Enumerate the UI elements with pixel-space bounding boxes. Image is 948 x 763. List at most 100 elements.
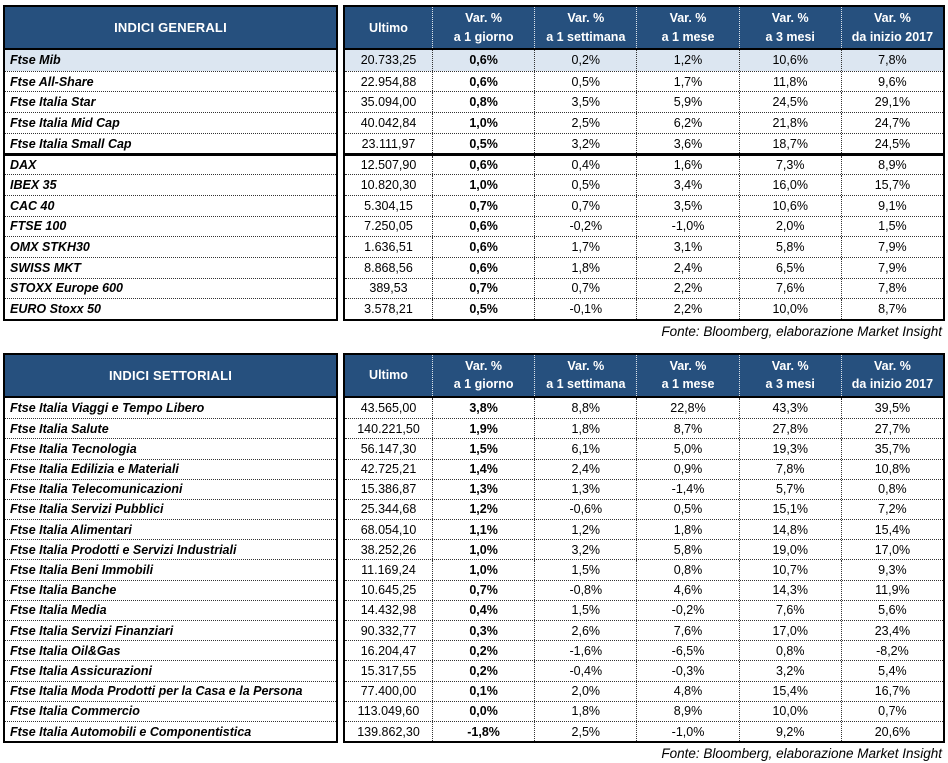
ultimo-value: 56.147,30: [360, 441, 417, 456]
var-value: -0,4%: [534, 661, 636, 681]
index-values-row: 140.221,50 1,9% 1,8% 8,7% 27,8% 27,7%: [345, 418, 943, 439]
index-values-row: 139.862,30 -1,8% 2,5% -1,0% 9,2% 20,6%: [345, 720, 943, 742]
var-value: 7,8%: [738, 459, 841, 479]
ultimo-value: 1.636,51: [364, 240, 413, 255]
var-value: 5,6%: [840, 600, 943, 620]
var-value: 0,7%: [840, 701, 943, 721]
var-value: 2,0%: [534, 681, 636, 701]
var-value: 1,5%: [534, 600, 636, 620]
var-value: 24,5%: [840, 133, 943, 154]
var-value: 5,9%: [636, 92, 738, 113]
index-name: OMX STKH30: [5, 236, 336, 257]
column-header-var-1-giorno: Var. % a 1 giorno: [432, 7, 534, 48]
var-value: 3,5%: [636, 195, 738, 216]
var-value: 11,9%: [840, 580, 943, 600]
var-header-line2: a 1 settimana: [546, 377, 626, 392]
ultimo-value: 43.565,00: [360, 401, 417, 416]
index-name: Ftse Italia Servizi Pubblici: [5, 498, 336, 519]
var-value: 0,5%: [432, 299, 534, 319]
index-name: EURO Stoxx 50: [5, 298, 336, 319]
index-name: Ftse Mib: [5, 50, 336, 71]
var-value: 2,2%: [636, 278, 738, 299]
var-value: 1,5%: [840, 216, 943, 237]
index-values-block: Ultimo Var. % a 1 giorno Var. % a 1 sett…: [343, 352, 945, 744]
var-value: 0,5%: [636, 499, 738, 520]
index-name: Ftse Italia Small Cap: [5, 132, 336, 154]
index-name: Ftse Italia Star: [5, 91, 336, 112]
ultimo-value: 38.252,26: [360, 542, 417, 557]
index-values-row: 22.954,88 0,6% 0,5% 1,7% 11,8% 9,6%: [345, 70, 943, 92]
index-values-row: 35.094,00 0,8% 3,5% 5,9% 24,5% 29,1%: [345, 91, 943, 113]
var-value: 17,0%: [738, 621, 841, 641]
section-spacer: [3, 340, 945, 353]
index-values-row: 389,53 0,7% 0,7% 2,2% 7,6% 7,8%: [345, 277, 943, 299]
var-value: -8,2%: [840, 641, 943, 661]
index-name: Ftse Italia Edilizia e Materiali: [5, 458, 336, 479]
var-value: 27,8%: [738, 419, 841, 439]
var-value: 24,5%: [738, 92, 841, 113]
var-value: 6,1%: [534, 439, 636, 459]
column-headers: Ultimo Var. % a 1 giorno Var. % a 1 sett…: [345, 7, 943, 50]
var-value: 10,0%: [738, 299, 841, 319]
index-values-row: 1.636,51 0,6% 1,7% 3,1% 5,8% 7,9%: [345, 236, 943, 257]
index-values-row: 12.507,90 0,6% 0,4% 1,6% 7,3% 8,9%: [345, 153, 943, 175]
var-value: 7,8%: [840, 50, 943, 71]
index-values-row: 15.386,87 1,3% 1,3% -1,4% 5,7% 0,8%: [345, 478, 943, 499]
var-value: 7,6%: [738, 278, 841, 299]
var-value: 0,2%: [432, 661, 534, 681]
var-value: -1,8%: [432, 721, 534, 742]
var-value: 0,4%: [432, 600, 534, 620]
var-value: 22,8%: [636, 397, 738, 419]
var-value: 16,7%: [840, 681, 943, 701]
var-value: 0,3%: [432, 621, 534, 641]
index-name: SWISS MKT: [5, 256, 336, 278]
var-value: -1,6%: [534, 641, 636, 661]
var-value: 0,8%: [840, 479, 943, 499]
var-value: 15,4%: [840, 520, 943, 540]
ultimo-value: 10.645,25: [360, 583, 417, 598]
var-value: 3,6%: [636, 133, 738, 154]
var-value: 0,5%: [534, 175, 636, 195]
var-value: 1,8%: [534, 257, 636, 278]
var-header-line2: a 3 mesi: [765, 29, 815, 44]
index-values-row: 3.578,21 0,5% -0,1% 2,2% 10,0% 8,7%: [345, 298, 943, 319]
var-value: 35,7%: [840, 439, 943, 459]
var-value: 3,2%: [534, 540, 636, 560]
index-values-row: 42.725,21 1,4% 2,4% 0,9% 7,8% 10,8%: [345, 458, 943, 479]
var-value: -1,0%: [636, 721, 738, 742]
ultimo-value: 14.432,98: [360, 603, 417, 618]
var-value: 15,1%: [738, 499, 841, 520]
column-header-var-1-mese: Var. % a 1 mese: [636, 7, 738, 48]
var-value: 39,5%: [840, 397, 943, 419]
column-header-var-1-mese: Var. % a 1 mese: [636, 354, 738, 396]
ultimo-value: 16.204,47: [360, 643, 417, 658]
var-value: 19,3%: [738, 439, 841, 459]
column-header-var-1-giorno: Var. % a 1 giorno: [432, 354, 534, 396]
index-values-row: 7.250,05 0,6% -0,2% -1,0% 2,0% 1,5%: [345, 215, 943, 237]
var-value: 0,8%: [636, 560, 738, 580]
var-value: 1,2%: [636, 50, 738, 71]
var-value: 0,1%: [432, 681, 534, 701]
index-values-row: 56.147,30 1,5% 6,1% 5,0% 19,3% 35,7%: [345, 438, 943, 459]
source-note: Fonte: Bloomberg, elaborazione Market In…: [661, 746, 942, 762]
var-value: 16,0%: [738, 175, 841, 195]
var-value: 0,4%: [534, 156, 636, 175]
ultimo-value: 140.221,50: [357, 421, 420, 436]
var-value: 0,6%: [432, 257, 534, 278]
ultimo-value: 77.400,00: [360, 684, 417, 699]
var-value: 15,4%: [738, 681, 841, 701]
index-values-row: 90.332,77 0,3% 2,6% 7,6% 17,0% 23,4%: [345, 620, 943, 641]
var-value: 5,7%: [738, 479, 841, 499]
index-values-row: 77.400,00 0,1% 2,0% 4,8% 15,4% 16,7%: [345, 680, 943, 701]
var-value: 19,0%: [738, 540, 841, 560]
var-value: 1,2%: [534, 520, 636, 540]
var-value: 17,0%: [840, 540, 943, 560]
index-values-rows: 20.733,25 0,6% 0,2% 1,2% 10,6% 7,8% 22.954,88 0…: [345, 50, 943, 319]
var-value: -0,2%: [534, 216, 636, 237]
var-value: 1,9%: [432, 419, 534, 439]
indici-generali-table: INDICI GENERALI Ftse Mib Ftse All-Share Ft…: [3, 5, 945, 321]
index-values-row: 10.820,30 1,0% 0,5% 3,4% 16,0% 15,7%: [345, 174, 943, 195]
var-value: 0,7%: [432, 195, 534, 216]
ultimo-value: 139.862,30: [357, 724, 420, 739]
var-header-line1: Var. %: [669, 10, 707, 25]
